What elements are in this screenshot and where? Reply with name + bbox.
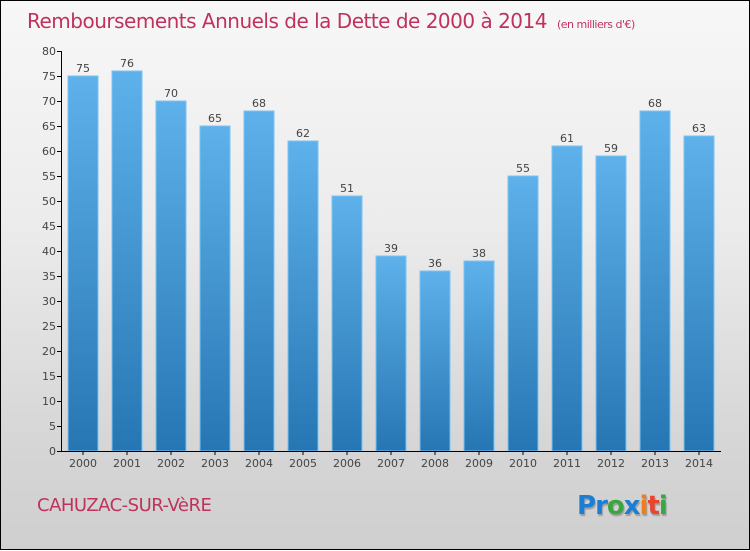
- y-tick-label-45: 45: [42, 220, 56, 233]
- bar-2002: [155, 100, 187, 452]
- bar-2000: [67, 75, 99, 452]
- value-label-2000: 75: [76, 62, 90, 75]
- value-label-2013: 68: [648, 97, 662, 110]
- logo-letter: P: [577, 491, 596, 521]
- logo-letter: i: [639, 491, 649, 521]
- bar-2001: [111, 70, 143, 452]
- bar-2009: [463, 260, 495, 452]
- value-label-2006: 51: [340, 182, 354, 195]
- x-tick-label-2011: 2011: [553, 457, 581, 470]
- y-tick-label-5: 5: [49, 420, 56, 433]
- bar-2008: [419, 270, 451, 452]
- x-tick-label-2005: 2005: [289, 457, 317, 470]
- bar-2004: [243, 110, 275, 452]
- value-label-2001: 76: [120, 57, 134, 70]
- value-label-2010: 55: [516, 162, 530, 175]
- y-tick-label-35: 35: [42, 270, 56, 283]
- x-tick-label-2010: 2010: [509, 457, 537, 470]
- x-tick-label-2014: 2014: [685, 457, 713, 470]
- title-text: Remboursements Annuels de la Dette de 20…: [27, 9, 547, 33]
- value-label-2002: 70: [164, 87, 178, 100]
- x-tick-label-2008: 2008: [421, 457, 449, 470]
- y-tick-label-10: 10: [42, 395, 56, 408]
- chart-title: Remboursements Annuels de la Dette de 20…: [27, 9, 635, 33]
- x-tick-label-2006: 2006: [333, 457, 361, 470]
- y-tick-label-20: 20: [42, 345, 56, 358]
- value-label-2014: 63: [692, 122, 706, 135]
- x-tick-label-2013: 2013: [641, 457, 669, 470]
- x-tick-label-2002: 2002: [157, 457, 185, 470]
- x-tick-label-2003: 2003: [201, 457, 229, 470]
- logo-letter: x: [623, 491, 641, 521]
- value-label-2004: 68: [252, 97, 266, 110]
- bar-2006: [331, 195, 363, 452]
- bar-2012: [595, 155, 627, 452]
- title-unit: (en milliers d'€): [556, 18, 635, 31]
- value-label-2012: 59: [604, 142, 618, 155]
- y-tick-label-40: 40: [42, 245, 56, 258]
- value-label-2011: 61: [560, 132, 574, 145]
- logo-letter: t: [647, 491, 659, 521]
- value-label-2005: 62: [296, 127, 310, 140]
- y-tick-label-80: 80: [42, 45, 56, 58]
- bar-2014: [683, 135, 715, 452]
- y-tick-label-25: 25: [42, 320, 56, 333]
- y-tick-label-60: 60: [42, 145, 56, 158]
- bar-2011: [551, 145, 583, 452]
- x-tick-label-2009: 2009: [465, 457, 493, 470]
- x-tick-label-2007: 2007: [377, 457, 405, 470]
- logo-letter: r: [595, 491, 608, 521]
- y-tick-label-50: 50: [42, 195, 56, 208]
- logo-letter: o: [606, 491, 625, 521]
- x-tick-label-2012: 2012: [597, 457, 625, 470]
- y-tick-label-30: 30: [42, 295, 56, 308]
- value-label-2003: 65: [208, 112, 222, 125]
- value-label-2008: 36: [428, 257, 442, 270]
- x-tick-label-2004: 2004: [245, 457, 273, 470]
- proxiti-logo[interactable]: Proxiti: [577, 491, 668, 521]
- bar-2003: [199, 125, 231, 452]
- bar-2010: [507, 175, 539, 452]
- bar-2013: [639, 110, 671, 452]
- y-tick-label-75: 75: [42, 70, 56, 83]
- y-tick-label-15: 15: [42, 370, 56, 383]
- value-label-2007: 39: [384, 242, 398, 255]
- logo-letter: i: [658, 491, 668, 521]
- bar-2007: [375, 255, 407, 452]
- value-label-2009: 38: [472, 247, 486, 260]
- x-tick-label-2000: 2000: [69, 457, 97, 470]
- city-name: CAHUZAC-SUR-VèRE: [37, 495, 212, 516]
- y-tick-label-65: 65: [42, 120, 56, 133]
- y-tick-label-55: 55: [42, 170, 56, 183]
- x-tick-label-2001: 2001: [113, 457, 141, 470]
- y-tick-label-0: 0: [49, 445, 56, 458]
- y-tick-label-70: 70: [42, 95, 56, 108]
- bar-2005: [287, 140, 319, 452]
